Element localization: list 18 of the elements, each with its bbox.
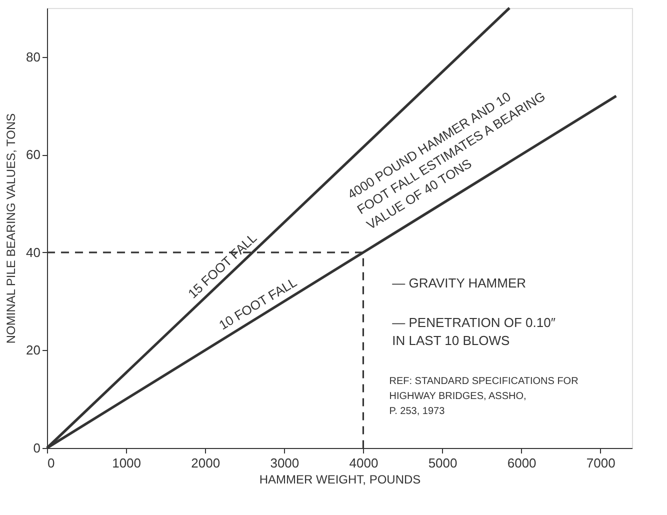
x-tick-label: 7000 bbox=[586, 456, 616, 470]
y-tick-label: 20 bbox=[26, 342, 40, 358]
x-tick-label: 6000 bbox=[507, 456, 536, 470]
x-tick-label: 1000 bbox=[112, 456, 142, 470]
y-tick-label: 40 bbox=[26, 244, 40, 260]
annotation: — GRAVITY HAMMER bbox=[392, 275, 526, 290]
x-tick-label: 4000 bbox=[349, 456, 378, 470]
annotation: REF: STANDARD SPECIFICATIONS FOR HIGHWAY BRIDGES, ASSHO, P. 253, 1973 bbox=[389, 376, 578, 418]
y-axis-title: NOMINAL PILE BEARING VALUES, TONS bbox=[4, 113, 18, 344]
x-tick-label: 5000 bbox=[428, 456, 458, 470]
x-tick-label: 0 bbox=[48, 456, 55, 470]
y-tick-label: 0 bbox=[33, 440, 40, 456]
annotation: — PENETRATION OF 0.10″ IN LAST 10 BLOWS bbox=[392, 315, 556, 348]
y-tick-label: 60 bbox=[26, 147, 40, 162]
x-axis-title: HAMMER WEIGHT, POUNDS bbox=[259, 472, 421, 486]
x-tick-label: 3000 bbox=[270, 456, 300, 470]
x-tick-label: 2000 bbox=[191, 456, 220, 470]
y-tick-label: 80 bbox=[26, 49, 40, 64]
